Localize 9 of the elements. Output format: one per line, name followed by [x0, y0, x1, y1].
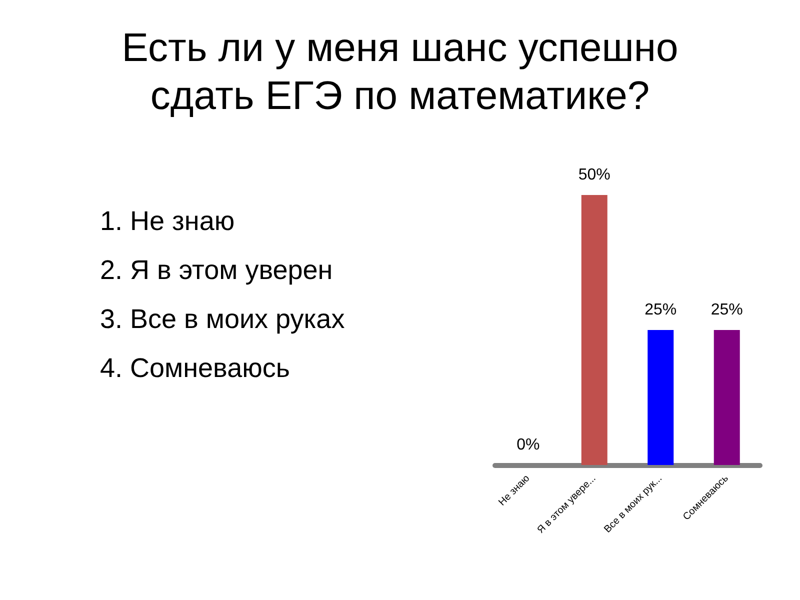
data-label: 0%	[516, 436, 540, 454]
data-label: 25%	[710, 302, 743, 318]
chart-title: Есть ли у меня шанс успешно сдать ЕГЭ по математике?	[120, 25, 680, 120]
data-label: 50%	[578, 166, 610, 184]
data-label: 25%	[644, 302, 677, 318]
text: 1. Не знаю	[100, 205, 236, 238]
text: 3. Все в моих руках	[100, 303, 346, 336]
text: 4. Сомневаюсь	[100, 352, 291, 385]
text: 2. Я в этом уверен	[100, 254, 334, 287]
